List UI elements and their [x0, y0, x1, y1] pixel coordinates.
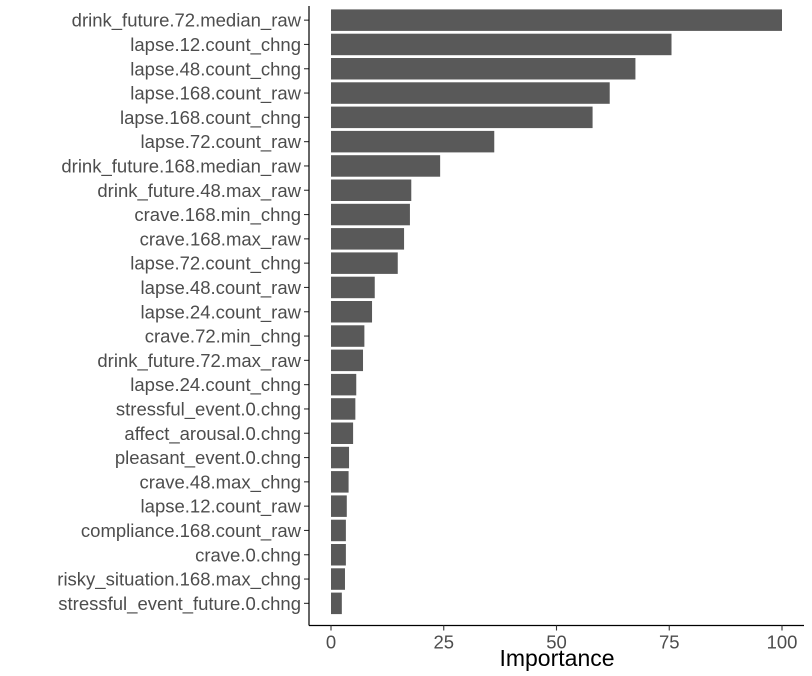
bar-drink_future.168.median_raw: [331, 155, 441, 177]
category-label: lapse.24.count_raw: [141, 301, 302, 323]
category-label: compliance.168.count_raw: [81, 520, 302, 542]
category-label: risky_situation.168.max_chng: [57, 569, 301, 591]
bar-drink_future.72.max_raw: [331, 349, 364, 372]
bar-compliance.168.count_raw: [331, 519, 346, 542]
bar-affect_arousal.0.chng: [331, 422, 354, 444]
category-label: drink_future.168.median_raw: [61, 155, 301, 177]
bars-group: [331, 9, 782, 615]
bar-lapse.72.count_raw: [331, 130, 495, 153]
bar-pleasant_event.0.chng: [331, 446, 350, 469]
bar-crave.72.min_chng: [331, 325, 365, 347]
bar-crave.168.min_chng: [331, 203, 410, 226]
bar-lapse.12.count_chng: [331, 33, 672, 56]
bar-stressful_event.0.chng: [331, 398, 356, 420]
bar-lapse.168.count_chng: [331, 106, 593, 129]
category-label: crave.72.min_chng: [145, 326, 301, 348]
category-label: lapse.12.count_raw: [141, 496, 302, 518]
x-tick-label: 50: [546, 632, 567, 653]
category-label: crave.168.max_raw: [140, 228, 302, 250]
x-tick-label: 100: [767, 632, 798, 653]
bar-lapse.168.count_raw: [331, 82, 610, 104]
category-label: stressful_event.0.chng: [116, 398, 301, 420]
category-label: lapse.12.count_chng: [130, 34, 301, 56]
x-tick-label: 25: [433, 632, 454, 653]
category-label: drink_future.72.max_raw: [97, 350, 301, 372]
category-label: lapse.48.count_raw: [141, 277, 302, 299]
bar-lapse.24.count_raw: [331, 301, 373, 323]
category-label: lapse.168.count_raw: [130, 83, 301, 105]
bar-crave.168.max_raw: [331, 228, 405, 250]
category-label: crave.0.chng: [195, 544, 301, 565]
bar-drink_future.72.median_raw: [331, 9, 782, 31]
bar-lapse.48.count_chng: [331, 58, 636, 80]
category-label: drink_future.48.max_raw: [97, 180, 301, 202]
bar-drink_future.48.max_raw: [331, 179, 412, 201]
bar-crave.48.max_chng: [331, 471, 349, 493]
bar-lapse.48.count_raw: [331, 276, 375, 299]
bar-crave.0.chng: [331, 544, 346, 566]
bar-lapse.24.count_chng: [331, 373, 357, 396]
category-labels-group: drink_future.72.median_rawlapse.12.count…: [57, 10, 301, 615]
category-label: lapse.24.count_chng: [130, 374, 301, 396]
bar-risky_situation.168.max_chng: [331, 568, 345, 590]
x-tick-label: 0: [326, 632, 336, 653]
category-label: stressful_event_future.0.chng: [58, 593, 301, 615]
x-axis-title: Importance: [499, 645, 614, 671]
category-label: affect_arousal.0.chng: [124, 423, 301, 445]
bar-stressful_event_future.0.chng: [331, 592, 342, 615]
bar-lapse.72.count_chng: [331, 252, 398, 274]
category-label: lapse.72.count_chng: [130, 253, 301, 275]
category-label: pleasant_event.0.chng: [115, 447, 301, 469]
category-label: drink_future.72.median_raw: [72, 10, 302, 32]
bar-lapse.12.count_raw: [331, 495, 347, 517]
category-label: lapse.48.count_chng: [130, 58, 301, 80]
category-label: lapse.168.count_chng: [120, 107, 301, 129]
x-ticks-group: 0 25 50 75 100: [326, 625, 798, 653]
category-label: crave.48.max_chng: [140, 471, 301, 493]
category-label: crave.168.min_chng: [134, 204, 301, 226]
category-label: lapse.72.count_raw: [141, 131, 302, 153]
x-tick-label: 75: [659, 632, 680, 653]
